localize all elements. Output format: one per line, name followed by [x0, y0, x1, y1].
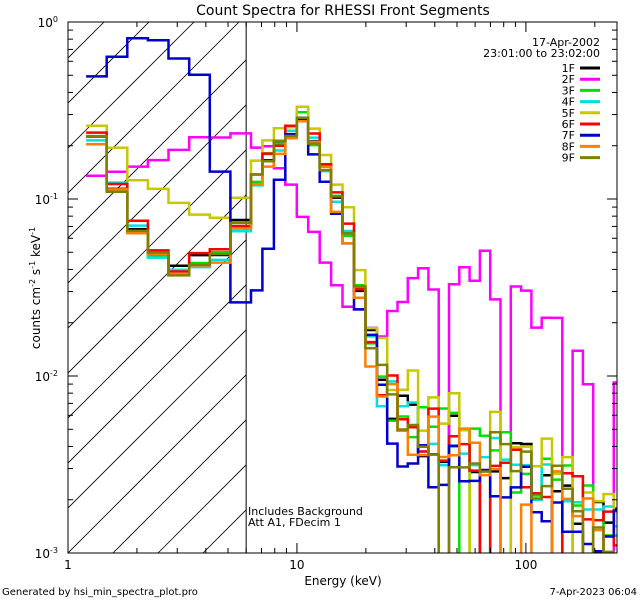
series-line-1f [86, 116, 617, 553]
footer-generator-text: Generated by hsi_min_spectra_plot.pro [2, 587, 198, 598]
y-axis-label-kev: keV [29, 234, 43, 257]
series-line-5f [86, 105, 617, 553]
legend-label-8f: 8F [562, 140, 575, 153]
series-line-9f [86, 116, 616, 553]
background-annotation: Includes Background [248, 505, 363, 518]
time-range-label: 23:01:00 to 23:02:00 [483, 47, 600, 60]
hatch-line [293, 13, 640, 553]
series-line-2f [86, 132, 617, 553]
y-tick-label: 100 [38, 15, 58, 30]
hatch-line [68, 22, 195, 149]
y-axis-label-exp2: -1 [28, 261, 37, 269]
y-axis-label: counts cm-2 s-1 keV-1 [28, 227, 43, 349]
y-tick-label: 10-3 [35, 546, 58, 561]
attenuator-hatch-region [68, 13, 640, 553]
legend-label-2f: 2F [562, 73, 575, 86]
x-axis-label: Energy (keV) [304, 574, 381, 588]
axis-ticks [67, 22, 617, 554]
hatch-line [68, 104, 247, 284]
footer-date-text: 7-Apr-2023 06:04 [550, 587, 637, 598]
x-tick-label: 100 [514, 558, 537, 572]
hatch-line [68, 22, 240, 194]
hatch-line [68, 329, 247, 509]
x-tick-label: 1 [64, 558, 72, 572]
chart-title: Count Spectra for RHESSI Front Segments [196, 3, 490, 19]
y-tick-label: 10-1 [35, 192, 58, 207]
y-axis-label-main: counts cm [29, 287, 43, 349]
legend-label-1f: 1F [562, 62, 575, 75]
series-group [86, 36, 617, 553]
axis-tick-labels: 1 10 100 100 10-1 10-2 10-3 [35, 15, 538, 572]
legend-label-4f: 4F [562, 96, 575, 109]
series-line-6f [86, 117, 617, 553]
hatch-line [68, 22, 105, 59]
y-axis-label-s: s [29, 269, 43, 275]
hatch-line [68, 149, 247, 329]
plot-frame [67, 21, 618, 554]
legend-label-6f: 6F [562, 118, 575, 131]
hatch-line [68, 194, 247, 374]
series-line-7f [86, 36, 617, 553]
hatch-line [68, 284, 247, 464]
y-axis-label-exp3: -1 [28, 227, 37, 235]
svg-text:counts cm-2 s-1 keV-1: counts cm-2 s-1 keV-1 [28, 227, 43, 349]
attenuator-annotation: Att A1, FDecim 1 [248, 516, 341, 529]
hatch-line [112, 419, 247, 553]
legend-label-5f: 5F [562, 107, 575, 120]
hatch-lines [68, 13, 640, 553]
y-axis-label-exp: -2 [28, 279, 37, 287]
x-tick-label: 10 [289, 558, 304, 572]
legend-label-9f: 9F [562, 152, 575, 165]
hatch-line [68, 239, 247, 419]
y-tick-label: 10-2 [35, 369, 58, 384]
hatch-line [68, 22, 150, 104]
series-line-3f [86, 111, 617, 553]
hatch-line [248, 13, 640, 553]
hatch-line [68, 374, 247, 553]
series-line-8f [86, 120, 605, 553]
legend-label-3f: 3F [562, 84, 575, 97]
date-label: 17-Apr-2002 [532, 36, 600, 49]
legend-label-7f: 7F [562, 129, 575, 142]
hatch-line [68, 59, 247, 239]
series-line-4f [86, 116, 617, 553]
